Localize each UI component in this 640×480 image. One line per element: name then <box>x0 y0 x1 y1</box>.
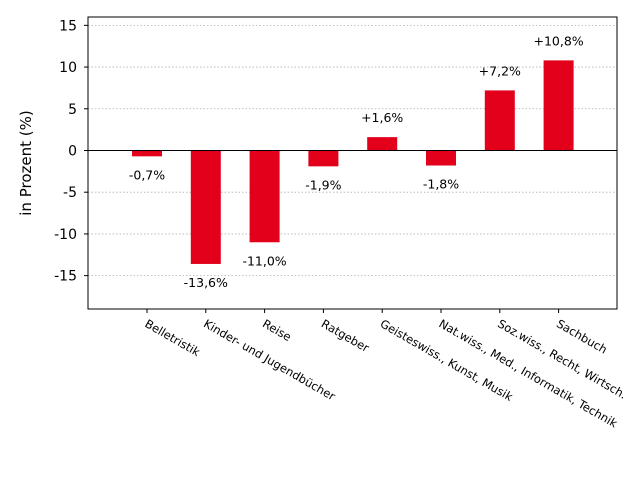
data-label: +10,8% <box>534 33 584 48</box>
plot-frame <box>87 16 618 310</box>
y-axis: -15 -10 -5 0 5 10 15 <box>54 18 88 285</box>
data-label: -11,0% <box>242 253 286 268</box>
x-tick-label: Ratgeber <box>319 316 372 355</box>
bars <box>132 60 574 264</box>
y-axis-title: in Prozent (%) <box>17 110 35 215</box>
bar <box>249 150 280 243</box>
x-tick-label: Belletristik <box>143 316 203 359</box>
data-label: +7,2% <box>479 63 521 78</box>
bar <box>543 60 574 151</box>
y-tick-label: 0 <box>68 143 77 159</box>
y-tick-label: -10 <box>54 227 77 243</box>
bar <box>190 150 221 264</box>
bar <box>426 150 456 166</box>
data-labels: -0,7% -13,6% -11,0% -1,9% +1,6% -1,8% +7,2% +10… <box>129 33 584 290</box>
data-label: -1,8% <box>423 177 459 192</box>
y-tick-label: -15 <box>54 269 77 285</box>
data-label: -1,9% <box>305 177 341 192</box>
data-label: -0,7% <box>129 167 165 182</box>
data-label: -13,6% <box>184 275 228 290</box>
y-tick-label: 10 <box>59 60 77 76</box>
bar <box>484 90 515 151</box>
grid-lines <box>88 24 617 277</box>
bar <box>367 137 398 151</box>
bar <box>308 150 339 167</box>
bar <box>132 150 162 157</box>
x-tick-label: Reise <box>260 316 294 344</box>
y-tick-label: 5 <box>68 102 77 118</box>
y-tick-label: 15 <box>59 18 77 34</box>
data-label: +1,6% <box>361 110 403 125</box>
y-tick-label: -5 <box>63 185 77 201</box>
